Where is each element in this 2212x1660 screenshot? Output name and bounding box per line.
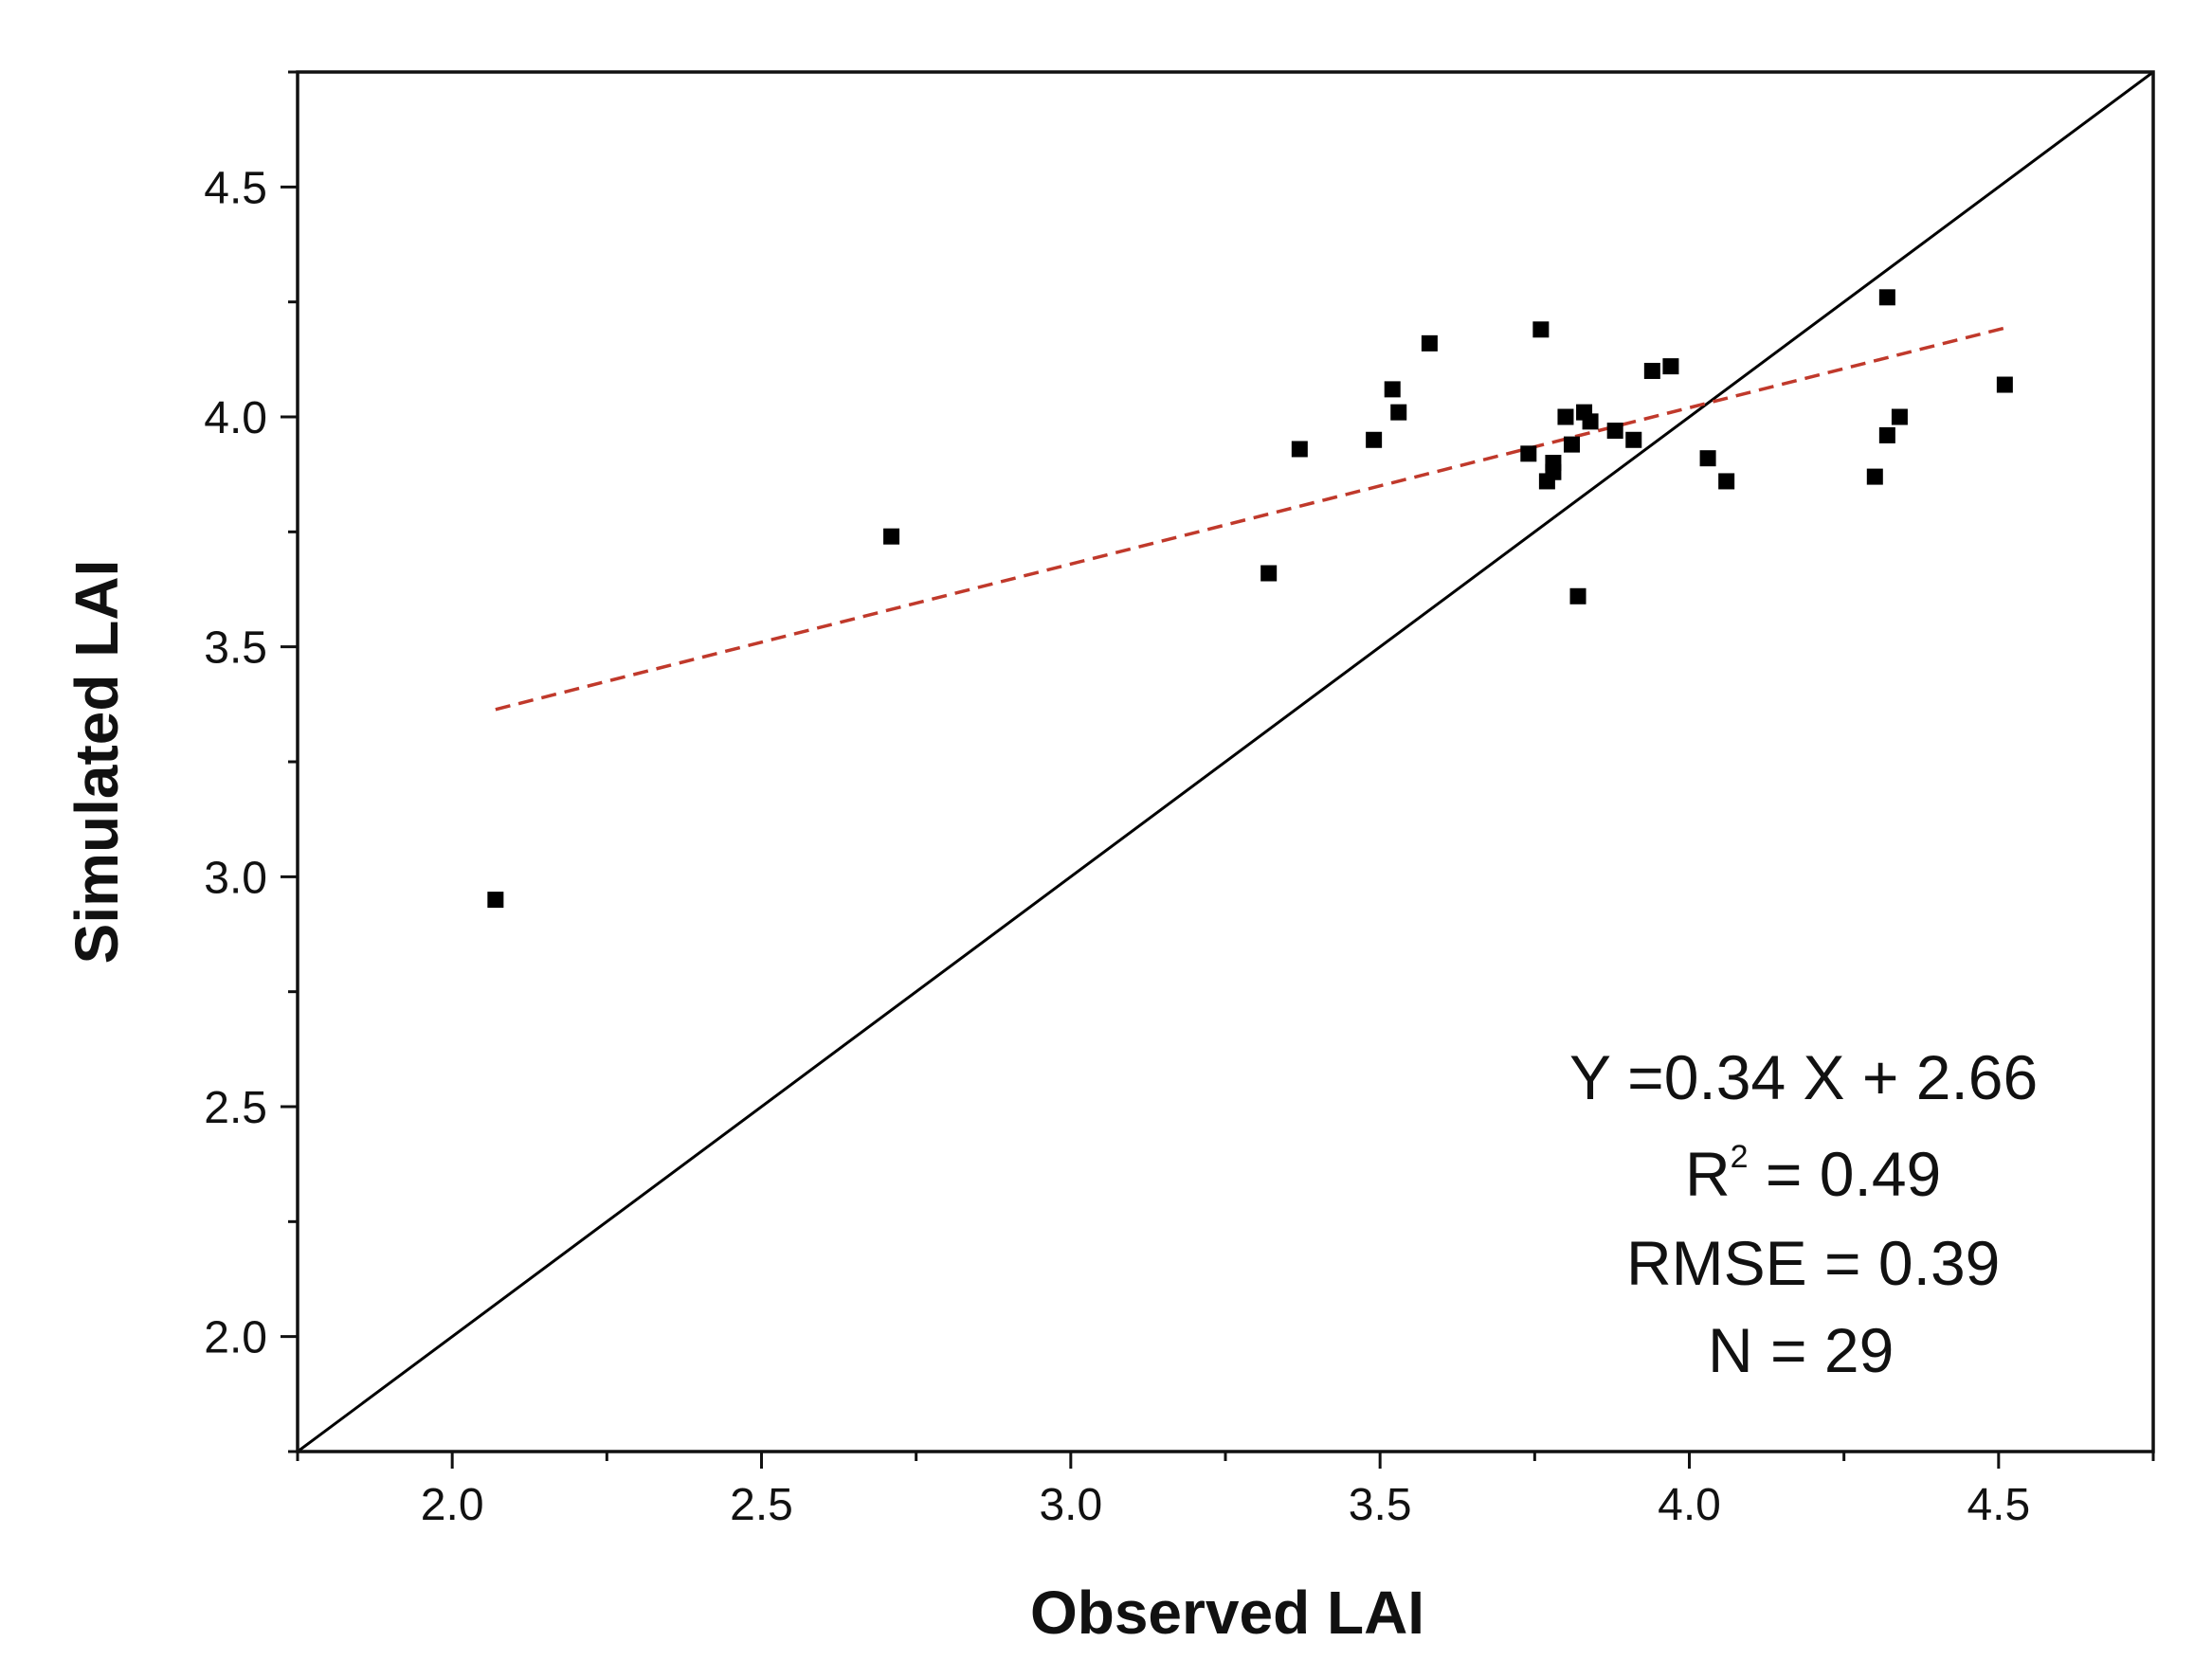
data-point: [1545, 455, 1562, 472]
x-tick-label: 4.5: [1967, 1480, 2030, 1530]
data-point: [883, 528, 900, 545]
y-tick-label: 2.0: [204, 1313, 267, 1363]
y-tick-label: 3.5: [204, 623, 267, 674]
data-point: [1606, 423, 1623, 440]
identity-line: [298, 72, 2153, 1452]
sample-size-label: N = 29: [1708, 1315, 1894, 1385]
data-point: [1532, 321, 1550, 338]
data-point: [1260, 565, 1278, 582]
data-point: [1390, 404, 1407, 421]
r-squared-label: R2 = 0.49: [1685, 1139, 1941, 1209]
x-tick-label: 3.5: [1349, 1480, 1412, 1530]
data-point: [1625, 431, 1642, 448]
data-point: [1366, 431, 1383, 448]
y-tick-label: 2.5: [204, 1083, 267, 1133]
x-tick-label: 2.0: [421, 1480, 484, 1530]
data-point: [1557, 408, 1574, 425]
y-axis-title: Simulated LAI: [63, 560, 131, 965]
y-tick-label: 4.5: [204, 163, 267, 213]
data-point: [1384, 381, 1401, 398]
data-point: [1996, 376, 2013, 393]
data-point: [1520, 445, 1537, 462]
data-point: [1718, 473, 1735, 490]
data-point: [1643, 362, 1660, 379]
data-point: [1866, 468, 1883, 485]
data-point: [1421, 334, 1438, 352]
data-point: [1582, 413, 1599, 430]
data-point: [1891, 408, 1908, 425]
fit-equation-label: Y =0.34 X + 2.66: [1569, 1042, 2038, 1112]
plot-content: [298, 72, 2153, 1452]
data-point: [1878, 426, 1895, 443]
x-tick-label: 3.0: [1039, 1480, 1102, 1530]
y-tick-label: 4.0: [204, 393, 267, 443]
data-point: [1563, 436, 1580, 453]
y-tick-label: 3.0: [204, 853, 267, 903]
x-axis-title: Observed LAI: [1030, 1579, 1424, 1647]
data-point: [1662, 358, 1679, 375]
data-point: [487, 892, 504, 909]
x-tick-label: 4.0: [1658, 1480, 1721, 1530]
data-point: [1291, 441, 1308, 458]
y-axis: 2.0 2.5 3.0 3.5 4.0 4.5: [204, 70, 298, 1453]
stats-annotation: Y =0.34 X + 2.66 R2 = 0.49 RMSE = 0.39 N…: [1569, 1042, 2038, 1385]
x-tick-label: 2.5: [730, 1480, 793, 1530]
data-point: [1878, 289, 1895, 306]
rmse-label: RMSE = 0.39: [1626, 1228, 2000, 1298]
data-point: [1569, 587, 1586, 604]
data-point: [1699, 450, 1716, 467]
x-axis: 2.0 2.5 3.0 3.5 4.0 4.5: [296, 1452, 2155, 1530]
